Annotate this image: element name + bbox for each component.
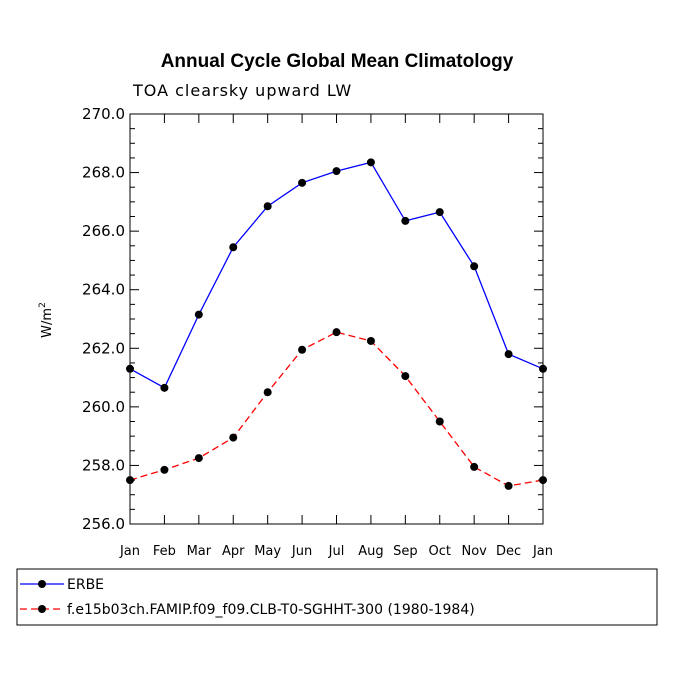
series-1-point	[229, 243, 238, 252]
x-tick-label: Mar	[187, 544, 212, 559]
y-axis-label-superscript: 2	[38, 302, 48, 308]
y-tick-label: 262.0	[82, 339, 125, 357]
x-tick-labels: Jan Feb Mar Apr May Jun Jul Aug Sep Oct Nov Dec Jan	[119, 544, 553, 559]
x-tick-label: Apr	[222, 544, 245, 559]
series-1-point	[401, 216, 410, 225]
series-2-point	[126, 476, 134, 485]
series-2-point	[504, 481, 513, 490]
y-tick-label: 264.0	[82, 281, 125, 299]
series-1-point	[160, 383, 169, 392]
legend-marker-1	[38, 580, 46, 588]
y-axis-label-text: W/m	[40, 308, 55, 338]
legend-label-2: f.e15b03ch.FAMIP.f09_f09.CLB-T0-SGHHT-30…	[67, 602, 475, 618]
svg-text:W/m2: W/m2	[38, 302, 55, 338]
series-1-point	[332, 167, 341, 176]
x-tick-label: Sep	[393, 544, 418, 559]
chart-title: Annual Cycle Global Mean Climatology	[161, 51, 514, 72]
y-tick-label: 258.0	[82, 456, 125, 474]
legend-marker-2	[38, 605, 46, 613]
axis-ticks	[129, 113, 544, 525]
x-tick-label: Dec	[496, 544, 521, 559]
x-tick-label: Aug	[358, 544, 383, 559]
x-tick-label: Jul	[328, 544, 345, 559]
y-tick-label: 270.0	[82, 105, 125, 123]
y-tick-label: 268.0	[82, 164, 125, 182]
series-line-1	[129, 161, 544, 389]
x-tick-label: Jun	[291, 544, 312, 559]
x-tick-label: May	[254, 544, 281, 559]
chart-subtitle: TOA clearsky upward LW	[132, 81, 352, 100]
series-1-point	[504, 350, 513, 359]
series-1-point	[194, 310, 203, 319]
series-2-point	[229, 433, 238, 442]
series-line-2	[129, 331, 544, 487]
series-1-point	[263, 202, 272, 211]
series-2-point	[332, 328, 341, 337]
series-1-point	[126, 364, 134, 373]
legend: ERBE f.e15b03ch.FAMIP.f09_f09.CLB-T0-SGHH…	[20, 577, 475, 618]
series-1-point	[435, 208, 444, 217]
series-2-point	[435, 417, 444, 426]
legend-box	[16, 568, 658, 626]
y-tick-label: 260.0	[82, 398, 125, 416]
series-2-point	[401, 372, 410, 381]
legend-label-1: ERBE	[67, 577, 104, 593]
x-tick-label: Oct	[429, 544, 451, 559]
y-axis-label: W/m2	[38, 302, 55, 338]
series-2-point	[366, 336, 375, 345]
series-group	[126, 158, 547, 490]
series-2-point	[539, 476, 547, 485]
y-tick-label: 256.0	[82, 515, 125, 533]
x-tick-label: Jan	[532, 544, 553, 559]
series-1-point	[366, 158, 375, 167]
series-2-point	[194, 454, 203, 463]
y-tick-label: 266.0	[82, 222, 125, 240]
x-tick-label: Nov	[461, 544, 487, 559]
y-tick-labels: 256.0 258.0 260.0 262.0 264.0 266.0 268.0 270.0	[82, 105, 125, 533]
x-tick-label: Feb	[153, 544, 176, 559]
plot-frame	[129, 113, 544, 525]
series-2-point	[298, 345, 307, 354]
series-1-point	[470, 262, 479, 271]
series-2-point	[470, 462, 479, 471]
series-2-point	[160, 465, 169, 474]
series-1-point	[539, 364, 547, 373]
x-tick-label: Jan	[119, 544, 140, 559]
series-1-point	[298, 178, 307, 187]
series-2-point	[263, 388, 272, 397]
